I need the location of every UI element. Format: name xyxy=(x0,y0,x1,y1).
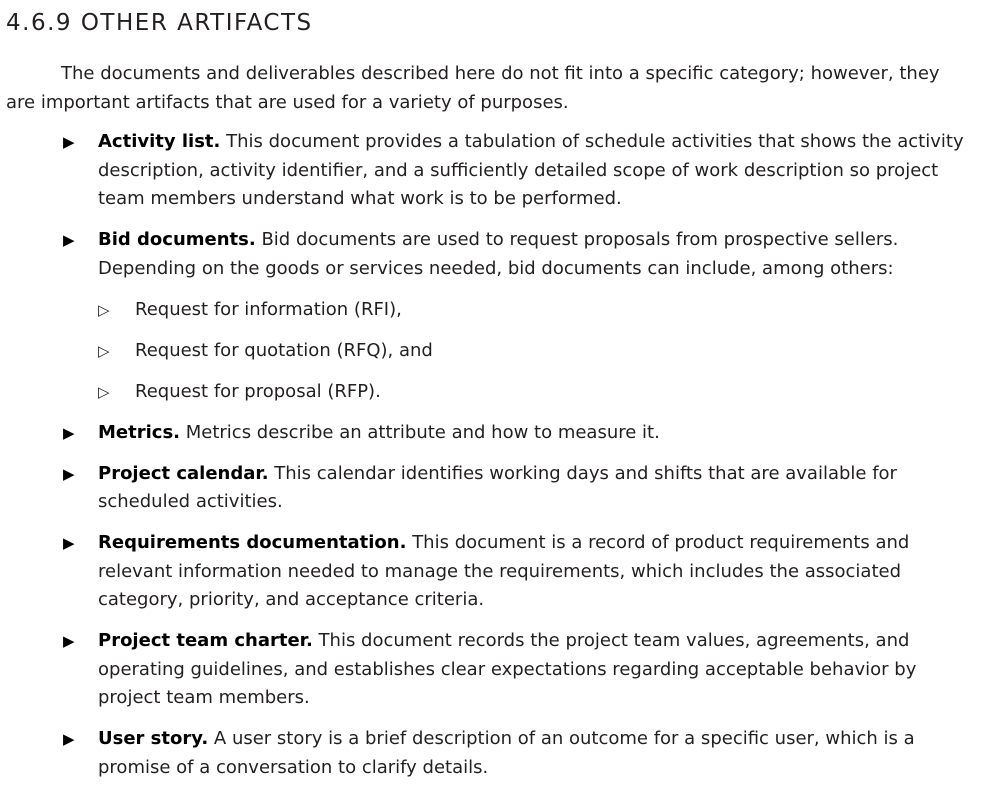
sublist-item-text: Request for proposal (RFP). xyxy=(135,380,381,402)
list-item-requirements-documentation: ▶ Requirements documentation. This docum… xyxy=(0,529,983,615)
sublist-item-text: Request for quotation (RFQ), and xyxy=(135,339,433,361)
item-term: Activity list. xyxy=(98,131,221,152)
list-item-project-calendar: ▶ Project calendar. This calendar identi… xyxy=(0,460,983,517)
sublist-item: ▷ Request for proposal (RFP). xyxy=(98,378,969,407)
item-description: A user story is a brief description of a… xyxy=(98,728,915,778)
sublist-item-text: Request for information (RFI), xyxy=(135,298,402,320)
section-heading: 4.6.9 OTHER ARTIFACTS xyxy=(6,10,313,36)
artifacts-list: ▶ Activity list. This document provides … xyxy=(0,128,983,795)
sublist-item: ▷ Request for information (RFI), xyxy=(98,296,969,325)
item-description: Bid documents are used to request propos… xyxy=(98,229,899,279)
triangle-bullet-icon: ▶ xyxy=(63,632,75,650)
outline-triangle-bullet-icon: ▷ xyxy=(98,382,110,401)
triangle-bullet-icon: ▶ xyxy=(63,464,75,483)
item-term: Bid documents. xyxy=(98,229,256,250)
item-description: This document provides a tabulation of s… xyxy=(98,131,964,209)
list-item-project-team-charter: ▶ Project team charter. This document re… xyxy=(0,627,983,713)
list-item-bid-documents: ▶ Bid documents. Bid documents are used … xyxy=(0,226,983,406)
outline-triangle-bullet-icon: ▷ xyxy=(98,341,110,360)
item-term: Requirements documentation. xyxy=(98,532,407,553)
outline-triangle-bullet-icon: ▷ xyxy=(98,300,110,319)
bid-documents-sublist: ▷ Request for information (RFI), ▷ Reque… xyxy=(98,296,969,407)
item-description: This document records the project team v… xyxy=(98,630,917,708)
item-description: This calendar identifies working days an… xyxy=(98,462,897,513)
intro-paragraph: The documents and deliverables described… xyxy=(6,63,940,113)
triangle-bullet-icon: ▶ xyxy=(63,730,75,748)
triangle-bullet-icon: ▶ xyxy=(63,231,75,249)
item-term: Metrics. xyxy=(98,421,180,443)
list-item-user-story: ▶ User story. A user story is a brief de… xyxy=(0,725,983,782)
triangle-bullet-icon: ▶ xyxy=(63,133,75,151)
list-item-activity-list: ▶ Activity list. This document provides … xyxy=(0,128,983,214)
sublist-item: ▷ Request for quotation (RFQ), and xyxy=(98,337,969,366)
list-item-metrics: ▶ Metrics. Metrics describe an attribute… xyxy=(0,419,983,448)
item-term: User story. xyxy=(98,728,209,749)
triangle-bullet-icon: ▶ xyxy=(63,534,75,552)
item-description: This document is a record of product req… xyxy=(98,532,910,610)
item-description: Metrics describe an attribute and how to… xyxy=(185,421,660,443)
item-term: Project team charter. xyxy=(98,630,313,651)
triangle-bullet-icon: ▶ xyxy=(63,423,75,442)
item-term: Project calendar. xyxy=(98,462,269,484)
